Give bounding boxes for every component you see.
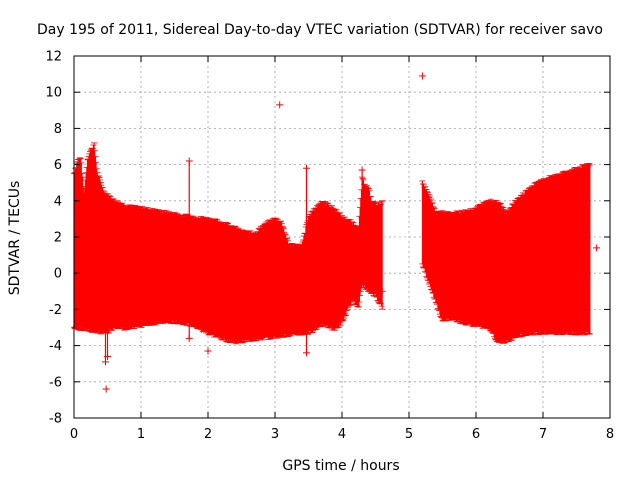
- y-tick-label: 8: [54, 122, 62, 137]
- chart-title: Day 195 of 2011, Sidereal Day-to-day VTE…: [37, 22, 603, 38]
- y-tick-label: 6: [54, 158, 62, 173]
- x-tick-label: 7: [539, 427, 547, 442]
- y-tick-label: 10: [45, 86, 62, 101]
- y-tick-label: -2: [49, 303, 62, 318]
- x-tick-label: 0: [70, 427, 78, 442]
- y-tick-label: -6: [49, 375, 62, 390]
- data-series: [71, 72, 601, 393]
- x-tick-label: 2: [204, 427, 212, 442]
- y-tick-label: -8: [49, 412, 62, 427]
- x-axis-title: GPS time / hours: [282, 458, 399, 474]
- x-tick-label: 5: [405, 427, 413, 442]
- y-tick-label: 12: [45, 50, 62, 65]
- x-tick-label: 6: [472, 427, 480, 442]
- y-tick-label: -4: [49, 339, 62, 354]
- y-axis-title: SDTVAR / TECUs: [7, 181, 23, 296]
- x-tick-label: 8: [606, 427, 614, 442]
- x-tick-label: 3: [271, 427, 279, 442]
- x-tick-label: 1: [137, 427, 145, 442]
- x-tick-label: 4: [338, 427, 346, 442]
- y-tick-label: 4: [54, 194, 62, 209]
- y-tick-label: 2: [54, 231, 62, 246]
- y-tick-label: 0: [54, 267, 62, 282]
